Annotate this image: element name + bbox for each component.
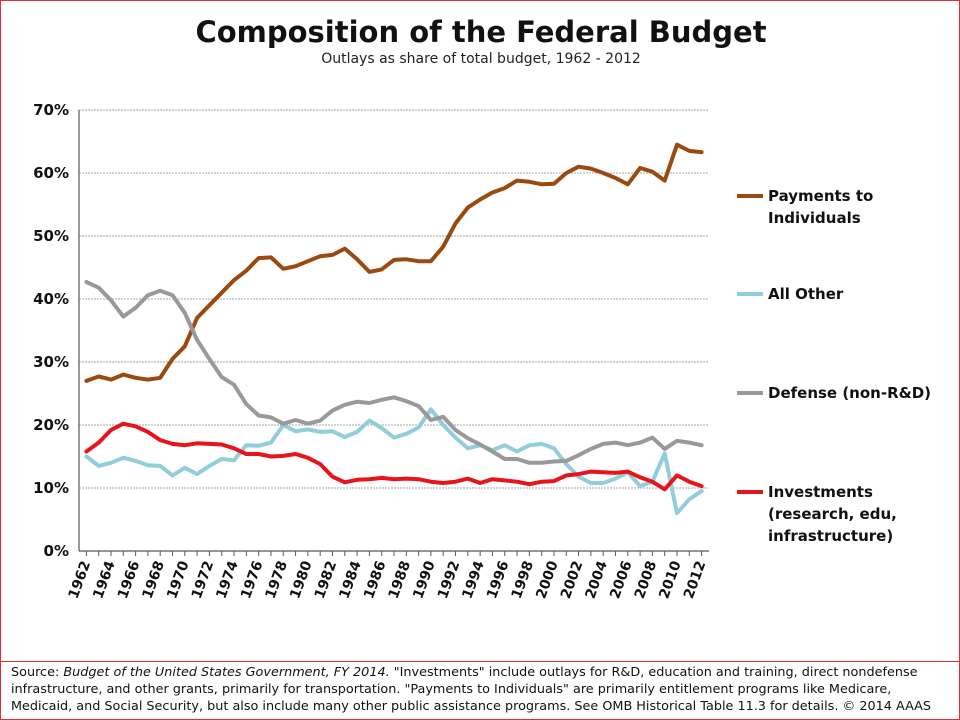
legend-label: Defense (non-R&D): [768, 384, 931, 402]
y-tick-label: 0%: [44, 542, 69, 560]
chart-title: Composition of the Federal Budget: [195, 15, 767, 49]
series-lines: [84, 142, 704, 516]
x-axis: 1962196419661968197019721974197619781980…: [66, 550, 709, 601]
y-tick-label: 30%: [33, 353, 69, 371]
y-axis: 0% 10% 20% 30% 40% 50% 60% 70%: [33, 101, 80, 560]
y-tick-label: 60%: [33, 164, 69, 182]
series-line-2: [84, 280, 704, 465]
source-body: "Investments" include outlays for R&D, e…: [11, 665, 932, 714]
series-line-3: [84, 421, 704, 492]
legend-label: Payments to: [768, 187, 873, 205]
legend-label: Investments: [768, 483, 873, 501]
legend-label: Individuals: [768, 209, 861, 227]
y-tick-label: 50%: [33, 227, 69, 245]
source-label: Source:: [11, 665, 64, 680]
chart-subtitle: Outlays as share of total budget, 1962 -…: [321, 51, 641, 67]
y-tick-label: 70%: [33, 101, 69, 119]
source-note: Source: Budget of the United States Gove…: [1, 661, 960, 719]
y-tick-label: 10%: [33, 479, 69, 497]
gridlines: [79, 109, 709, 489]
legend-label: (research, edu,: [768, 505, 897, 523]
legend: Payments to Individuals All Other Defense (…: [737, 187, 931, 545]
y-tick-label: 40%: [33, 290, 69, 308]
legend-label: All Other: [768, 285, 844, 303]
source-citation: Budget of the United States Government, …: [63, 665, 390, 680]
series-line-1: [84, 407, 704, 516]
y-tick-label: 20%: [33, 416, 69, 434]
legend-label: infrastructure): [768, 527, 893, 545]
line-chart: 0% 10% 20% 30% 40% 50% 60% 70% 1962196419661968…: [33, 101, 931, 601]
x-tick-label: 2012: [681, 559, 709, 601]
series-line-0: [84, 142, 704, 383]
